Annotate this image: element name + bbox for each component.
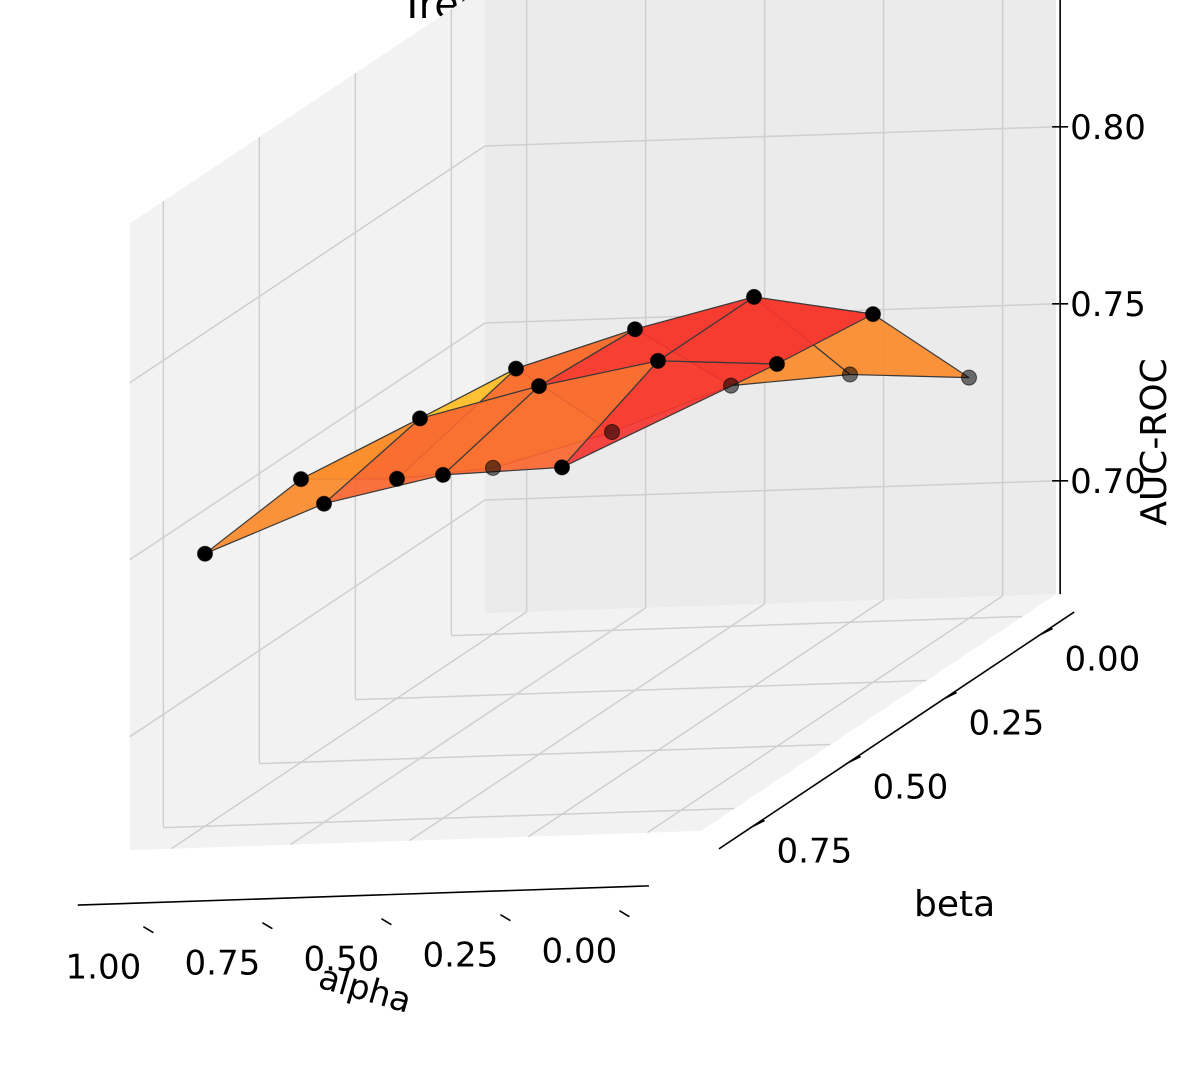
x-tick xyxy=(499,913,511,922)
x-tick xyxy=(142,925,154,934)
y-axis-line xyxy=(718,611,1075,850)
x-tick xyxy=(261,921,273,930)
surface-points xyxy=(197,288,977,562)
x-axis-line xyxy=(77,885,649,906)
data-point xyxy=(865,306,881,323)
grid-line xyxy=(484,480,1057,501)
grid-line xyxy=(484,126,1057,147)
grid-line xyxy=(259,743,831,765)
y-tick xyxy=(848,755,861,764)
y-tick xyxy=(1040,627,1053,636)
x-tick xyxy=(380,917,392,926)
z-tick-label: 0.80 xyxy=(1070,108,1146,148)
data-point xyxy=(842,366,858,383)
grid-line xyxy=(408,603,766,842)
z-tick-label: 0.75 xyxy=(1070,285,1146,325)
data-point xyxy=(293,471,309,488)
y-tick xyxy=(944,691,957,700)
floor-pane xyxy=(129,594,1057,851)
data-point xyxy=(316,495,332,512)
y-tick-label: 0.00 xyxy=(1065,639,1141,679)
y-tick xyxy=(752,819,765,828)
y-tick-label: 0.50 xyxy=(873,767,949,807)
y-axis-label: beta xyxy=(914,884,995,925)
left-pane xyxy=(129,0,485,851)
data-point xyxy=(746,288,762,305)
grid-line xyxy=(355,679,927,701)
x-tick-label: 0.25 xyxy=(423,936,499,976)
data-point xyxy=(197,545,213,562)
data-point xyxy=(554,459,570,476)
y-tick-label: 0.75 xyxy=(777,831,853,871)
y-tick-label: 0.25 xyxy=(969,703,1045,743)
x-tick xyxy=(618,909,630,918)
data-point xyxy=(508,360,524,377)
data-point xyxy=(531,378,547,395)
data-point xyxy=(650,352,666,369)
x-tick-label: 0.50 xyxy=(304,940,380,980)
x-tick-label: 1.00 xyxy=(66,948,142,988)
z-axis-label: AUC-ROC xyxy=(1134,358,1175,526)
grid-line xyxy=(170,611,528,850)
data-point xyxy=(485,459,501,476)
grid-line xyxy=(646,595,1004,834)
x-tick-label: 0.75 xyxy=(185,944,261,984)
data-point xyxy=(604,424,620,440)
data-point xyxy=(769,356,785,372)
data-point xyxy=(627,321,643,338)
data-point xyxy=(435,466,451,483)
grid-line xyxy=(129,499,486,738)
z-tick-label: 0.70 xyxy=(1070,462,1146,502)
grid-line xyxy=(129,145,486,384)
data-point xyxy=(961,369,977,386)
data-point xyxy=(723,377,739,394)
grid-line xyxy=(527,599,885,838)
grid-line xyxy=(289,607,647,846)
data-point xyxy=(412,410,428,427)
grid-line xyxy=(451,615,1023,637)
grid-line xyxy=(129,322,486,561)
data-point xyxy=(389,470,405,487)
grid-line xyxy=(163,807,735,829)
axes: 1.00 0.75 0.50 0.25 0.00 0.75 0.50 0.25 0.00 0.70… xyxy=(66,0,1146,988)
x-tick-label: 0.00 xyxy=(542,932,618,972)
